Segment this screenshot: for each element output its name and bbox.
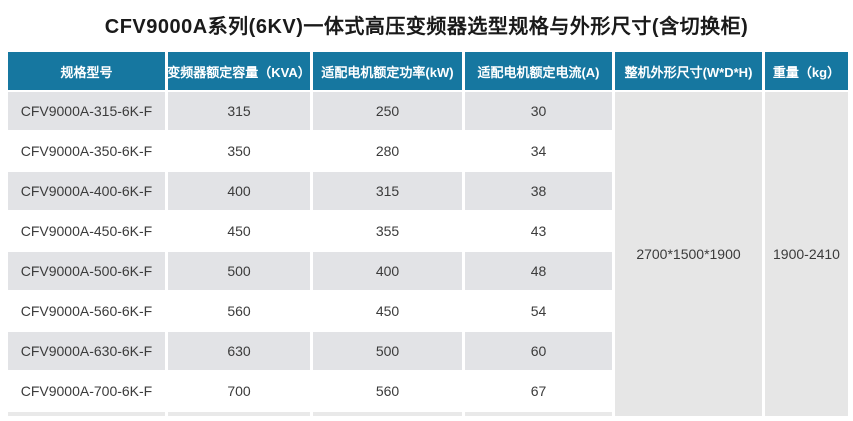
table-cell-current: 38 (465, 172, 612, 210)
table-cell-capacity: 560 (168, 292, 310, 330)
table-cell-capacity: 450 (168, 212, 310, 250)
column-header-model: 规格型号 (8, 52, 165, 90)
table-cell-power: 450 (313, 292, 462, 330)
table-cell-capacity: 315 (168, 92, 310, 130)
table-cell-power: 280 (313, 132, 462, 170)
table-cell-power: 500 (313, 332, 462, 370)
table-cell-model: CFV9000A-500-6K-F (8, 252, 165, 290)
column-header-current: 适配电机额定电流(A) (465, 52, 612, 90)
table-cell-model: CFV9000A-400-6K-F (8, 172, 165, 210)
table-cell-capacity: 350 (168, 132, 310, 170)
column-header-dimensions: 整机外形尺寸(W*D*H) (615, 52, 762, 90)
column-header-weight: 重量（kg） (765, 52, 848, 90)
table-cell-model: CFV9000A-350-6K-F (8, 132, 165, 170)
table-cell-model: CFV9000A-560-6K-F (8, 292, 165, 330)
table-cell-power: 400 (313, 252, 462, 290)
weight-merged-cell: 1900-2410 (765, 92, 848, 416)
table-cell-model: CFV9000A-700-6K-F (8, 372, 165, 410)
table-cell-capacity: 400 (168, 172, 310, 210)
table-cell-current: 43 (465, 212, 612, 250)
table-cell-current: 30 (465, 92, 612, 130)
table-cell-current: 54 (465, 292, 612, 330)
spec-table: 规格型号 变频器额定容量（KVA） 适配电机额定功率(kW) 适配电机额定电流(… (8, 52, 848, 416)
column-header-capacity: 变频器额定容量（KVA） (168, 52, 310, 90)
table-cell-model: CFV9000A-315-6K-F (8, 92, 165, 130)
table-cell-capacity: 630 (168, 332, 310, 370)
table-cell-current: 60 (465, 332, 612, 370)
table-cell-current: 67 (465, 372, 612, 410)
truncated-row-cell (465, 412, 612, 416)
dimensions-merged-cell: 2700*1500*1900 (615, 92, 762, 416)
truncated-row-cell (313, 412, 462, 416)
table-cell-model: CFV9000A-630-6K-F (8, 332, 165, 370)
table-cell-power: 250 (313, 92, 462, 130)
truncated-row-cell (168, 412, 310, 416)
table-cell-capacity: 500 (168, 252, 310, 290)
table-cell-current: 48 (465, 252, 612, 290)
table-cell-model: CFV9000A-450-6K-F (8, 212, 165, 250)
page-title: CFV9000A系列(6KV)一体式高压变频器选型规格与外形尺寸(含切换柜) (104, 16, 749, 38)
table-cell-power: 355 (313, 212, 462, 250)
column-header-power: 适配电机额定功率(kW) (313, 52, 462, 90)
table-cell-power: 560 (313, 372, 462, 410)
table-cell-power: 315 (313, 172, 462, 210)
truncated-row-cell (8, 412, 165, 416)
table-cell-capacity: 700 (168, 372, 310, 410)
table-cell-current: 34 (465, 132, 612, 170)
